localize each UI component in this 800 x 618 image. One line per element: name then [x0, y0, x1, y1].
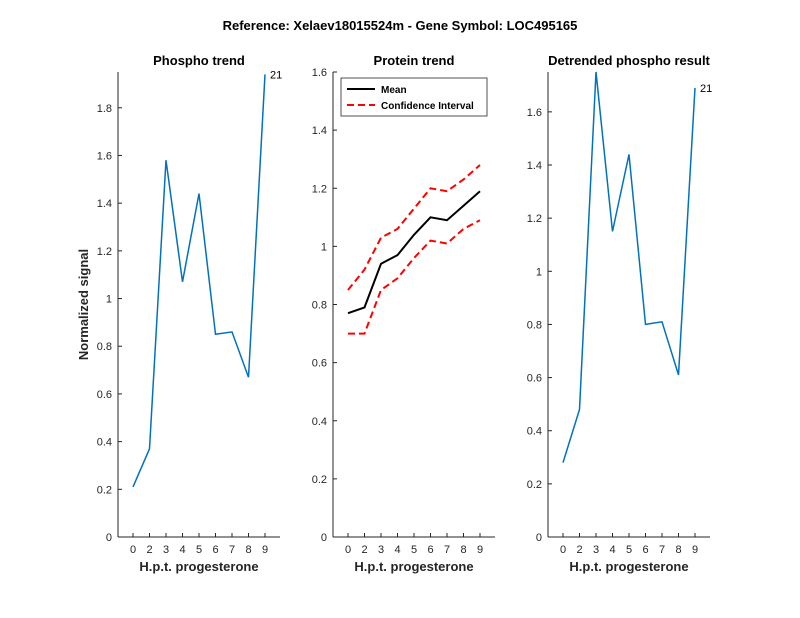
x-tick-label: 5 [626, 544, 632, 556]
y-tick-label: 0.6 [527, 373, 542, 385]
y-tick-label: 0.6 [312, 358, 327, 370]
y-tick-label: 0.2 [527, 479, 542, 491]
subplot-title: Protein trend [374, 53, 455, 68]
legend-ci-label: Confidence Interval [381, 101, 474, 112]
ci-upper-line [347, 164, 481, 291]
point-annotation: 21 [270, 69, 282, 81]
subplot-1: 00.20.40.60.811.21.41.61.80 2 3 4 5 6 7 8 9Phosp… [76, 53, 282, 574]
y-tick-label: 0 [321, 532, 327, 544]
x-tick-label: 2 [576, 544, 582, 556]
y-tick-label: 0 [536, 532, 542, 544]
x-tick-label: 7 [659, 544, 665, 556]
x-tick-label: 9 [477, 544, 483, 556]
x-tick-label: 8 [245, 544, 251, 556]
x-tick-label: 2 [361, 544, 367, 556]
y-tick-label: 0.8 [97, 341, 112, 353]
x-tick-label: 9 [262, 544, 268, 556]
y-tick-label: 0.8 [527, 319, 542, 331]
figure-title: Reference: Xelaev18015524m - Gene Symbol… [223, 18, 578, 33]
y-tick-label: 0.8 [312, 300, 327, 312]
ci-lower-line [348, 219, 481, 335]
y-tick-label: 0.4 [312, 416, 327, 428]
x-tick-label: 3 [593, 544, 599, 556]
y-tick-label: 1.4 [312, 125, 327, 137]
y-tick-label: 1 [106, 294, 112, 306]
y-tick-label: 1.6 [527, 107, 542, 119]
y-tick-label: 0.6 [97, 389, 112, 401]
y-axis-label: Normalized signal [76, 249, 91, 360]
x-tick-label: 8 [675, 544, 681, 556]
x-tick-label: 2 [146, 544, 152, 556]
subplot-2: 00.20.40.60.811.21.41.60 2 3 4 5 6 7 8 9Protein … [312, 53, 495, 574]
y-tick-label: 1.4 [97, 198, 112, 210]
y-tick-label: 0.2 [97, 484, 112, 496]
x-tick-label: 5 [411, 544, 417, 556]
y-tick-label: 1 [536, 266, 542, 278]
x-axis-label: H.p.t. progesterone [139, 559, 258, 574]
x-tick-label: 4 [609, 544, 615, 556]
x-tick-label: 5 [196, 544, 202, 556]
subplot-3: 00.20.40.60.811.21.41.60 2 3 4 5 6 7 8 9Detrende… [527, 53, 713, 574]
y-tick-label: 1.6 [97, 150, 112, 162]
x-tick-label: 7 [229, 544, 235, 556]
legend-box [340, 77, 488, 117]
y-tick-label: 0 [106, 532, 112, 544]
x-tick-label: 7 [444, 544, 450, 556]
y-tick-label: 1.4 [527, 160, 542, 172]
mean-line [347, 190, 481, 315]
y-tick-label: 0.4 [527, 426, 542, 438]
x-tick-label: 6 [212, 544, 218, 556]
x-axis-label: H.p.t. progesterone [569, 559, 688, 574]
x-tick-label: 6 [642, 544, 648, 556]
y-tick-label: 1.2 [97, 246, 112, 258]
y-tick-label: 1.6 [312, 67, 327, 79]
series-line [132, 74, 266, 488]
x-tick-label: 3 [378, 544, 384, 556]
y-tick-label: 0.4 [97, 437, 112, 449]
x-tick-label: 9 [692, 544, 698, 556]
x-tick-label: 4 [179, 544, 185, 556]
y-tick-label: 1.8 [97, 103, 112, 115]
x-tick-label: 3 [163, 544, 169, 556]
x-tick-label: 6 [427, 544, 433, 556]
legend-mean-label: Mean [381, 85, 407, 96]
x-tick-label: 8 [460, 544, 466, 556]
y-tick-label: 1.2 [527, 213, 542, 225]
y-tick-label: 0.2 [312, 474, 327, 486]
point-annotation: 21 [700, 83, 712, 95]
x-tick-label: 0 [130, 544, 136, 556]
y-tick-label: 1.2 [312, 183, 327, 195]
x-tick-label: 4 [394, 544, 400, 556]
x-axis-label: H.p.t. progesterone [354, 559, 473, 574]
subplots: 00.20.40.60.811.21.41.61.80 2 3 4 5 6 7 8 9Phosp… [76, 53, 712, 574]
x-tick-label: 0 [560, 544, 566, 556]
y-tick-label: 1 [321, 241, 327, 253]
x-tick-label: 0 [345, 544, 351, 556]
subplot-title: Detrended phospho result [548, 53, 710, 68]
subplot-title: Phospho trend [153, 53, 245, 68]
series-line [562, 71, 696, 463]
